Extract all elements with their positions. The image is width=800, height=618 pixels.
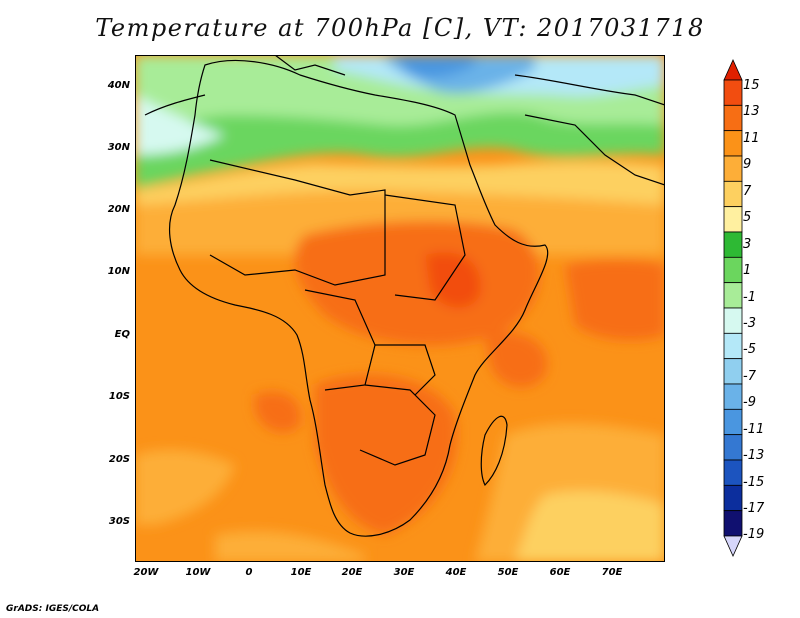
colorbar-label-neg11: -11 <box>743 422 765 437</box>
grads-credit: GrADS: IGES/COLA <box>6 604 100 614</box>
colorbar-swatch <box>723 231 743 258</box>
lon-tick-20w: 20W <box>133 567 159 578</box>
temperature-map <box>135 55 665 562</box>
colorbar-label-11: 11 <box>743 131 760 146</box>
lon-tick-70e: 70E <box>601 567 623 578</box>
lon-tick-60e: 60E <box>549 567 571 578</box>
colorbar-swatch <box>723 180 743 208</box>
lat-tick-30s: 30S <box>108 516 130 527</box>
colorbar <box>718 58 798 558</box>
colorbar-label-neg17: -17 <box>743 501 765 516</box>
temperature-contour-fills <box>135 55 665 562</box>
mediterranean-islands <box>274 55 346 76</box>
colorbar-label-3: 3 <box>743 237 752 252</box>
lon-tick-30e: 30E <box>393 567 415 578</box>
colorbar-swatch <box>723 383 743 410</box>
southern-africa-borders <box>359 384 436 466</box>
colorbar-swatch <box>723 256 743 284</box>
lat-tick-20s: 20S <box>108 454 130 465</box>
colorbar-swatch <box>723 358 743 385</box>
colorbar-swatch <box>723 484 743 512</box>
colorbar-label-7: 7 <box>743 184 752 199</box>
madagascar-outline <box>480 415 508 487</box>
colorbar-label-neg9: -9 <box>743 395 756 410</box>
colorbar-label-neg7: -7 <box>743 369 756 384</box>
colorbar-swatch <box>723 206 743 233</box>
lat-tick-20n: 20N <box>107 204 130 215</box>
map-border <box>135 55 665 562</box>
lon-tick-0: 0 <box>245 567 253 578</box>
lat-tick-10s: 10S <box>108 391 130 402</box>
arabia-borders <box>524 114 665 186</box>
colorbar-swatch-top <box>723 59 743 81</box>
sahel-borders <box>209 159 386 286</box>
lat-tick-eq: EQ <box>114 329 130 340</box>
map-title: Temperature at 700hPa [C], VT: 201703171… <box>95 14 705 42</box>
colorbar-swatch <box>723 408 743 436</box>
colorbar-swatch <box>723 130 743 157</box>
colorbar-swatch <box>723 332 743 360</box>
colorbar-swatch <box>723 307 743 334</box>
colorbar-label-5: 5 <box>743 210 752 225</box>
africa-coastline <box>169 59 549 537</box>
iberia-outline <box>144 94 206 116</box>
colorbar-swatch <box>723 459 743 486</box>
colorbar-swatch <box>723 282 743 309</box>
lon-tick-10e: 10E <box>290 567 312 578</box>
colorbar-swatch <box>723 510 743 537</box>
colorbar-label-13: 13 <box>743 104 760 119</box>
colorbar-swatch-bottom <box>723 535 743 557</box>
lon-tick-20e: 20E <box>341 567 363 578</box>
colorbar-label-neg19: -19 <box>743 527 765 542</box>
map-canvas <box>135 55 665 562</box>
sudan-borders <box>384 194 466 301</box>
lon-tick-10w: 10W <box>185 567 211 578</box>
lat-tick-40n: 40N <box>107 80 130 91</box>
colorbar-swatches <box>723 59 743 557</box>
lat-tick-30n: 30N <box>107 142 130 153</box>
east-africa-borders <box>375 344 436 396</box>
lon-tick-50e: 50E <box>497 567 519 578</box>
colorbar-label-neg1: -1 <box>743 290 756 305</box>
lat-tick-10n: 10N <box>107 266 130 277</box>
colorbar-swatch <box>723 434 743 461</box>
lon-tick-40e: 40E <box>445 567 467 578</box>
country-boundaries <box>144 55 665 537</box>
colorbar-label-1: 1 <box>743 263 752 278</box>
middle-east-borders <box>514 74 665 106</box>
colorbar-label-15: 15 <box>743 78 760 93</box>
colorbar-label-neg3: -3 <box>743 316 756 331</box>
colorbar-swatch <box>723 155 743 182</box>
colorbar-label-9: 9 <box>743 157 752 172</box>
colorbar-swatch <box>723 104 743 132</box>
colorbar-label-neg13: -13 <box>743 448 765 463</box>
colorbar-label-neg5: -5 <box>743 342 756 357</box>
colorbar-label-neg15: -15 <box>743 475 765 490</box>
colorbar-swatch <box>723 79 743 106</box>
